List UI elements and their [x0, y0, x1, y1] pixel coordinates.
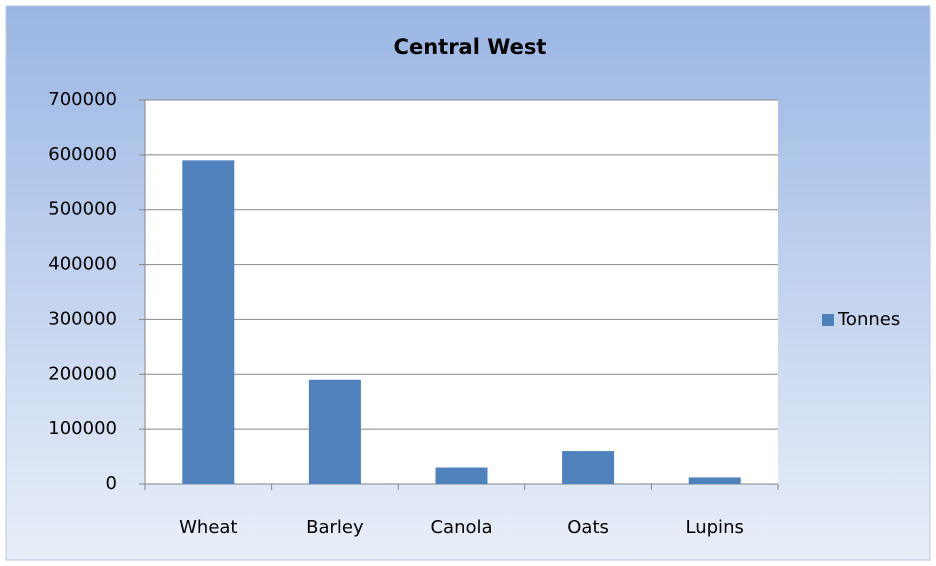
x-tick-label: Lupins	[686, 517, 744, 538]
bar	[562, 451, 615, 484]
y-tick-label: 700000	[48, 89, 117, 110]
x-tick-label: Canola	[430, 517, 492, 538]
bar	[435, 467, 488, 484]
bar	[688, 477, 741, 484]
y-tick-label: 100000	[48, 418, 117, 439]
y-tick-label: 300000	[48, 308, 117, 329]
y-tick-label: 200000	[48, 363, 117, 384]
x-tick-label: Barley	[306, 517, 364, 538]
x-tick-label: Oats	[567, 517, 609, 538]
plot-area	[145, 100, 778, 484]
y-tick-label: 400000	[48, 254, 117, 275]
bar	[182, 160, 235, 485]
legend-swatch	[822, 314, 834, 326]
chart-title: Central West	[394, 35, 547, 59]
y-tick-label: 500000	[48, 199, 117, 220]
y-tick-label: 600000	[48, 144, 117, 165]
y-tick-label: 0	[106, 473, 117, 494]
x-tick-label: Wheat	[179, 517, 237, 538]
legend-label: Tonnes	[837, 309, 900, 330]
bar	[308, 379, 361, 484]
